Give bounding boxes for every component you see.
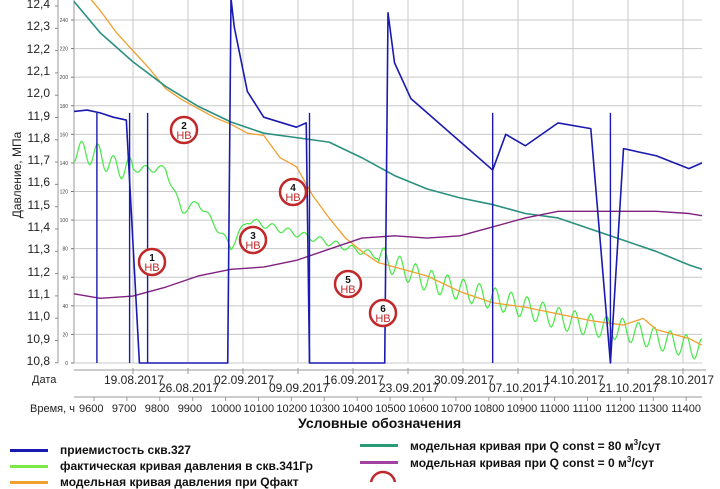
hour-tick-label: 11000	[539, 403, 570, 415]
hour-tick-label: 9800	[144, 403, 170, 415]
legend-marker-circle-icon	[369, 470, 397, 482]
svg-text:1: 1	[149, 253, 155, 264]
nv-marker-3: 3НВ	[238, 225, 268, 255]
hour-tick-label: 10900	[506, 403, 538, 415]
y-tick-label: 11,0	[27, 309, 50, 324]
nv-marker-1: 1НВ	[137, 247, 167, 277]
hour-tick-label: 10300	[309, 403, 340, 415]
date-row-label: Дата	[32, 374, 57, 386]
hour-tick-label: 9600	[79, 403, 104, 415]
hour-tick-label: 10500	[375, 403, 406, 415]
hour-tick-label: 10800	[473, 403, 505, 415]
svg-text:120: 120	[60, 190, 69, 196]
legend-item-injectivity: приемистость скв.327	[10, 443, 191, 457]
svg-text:2: 2	[181, 121, 187, 132]
y-tick-label: 10,9	[26, 331, 50, 346]
date-tick-label: 26.08.2017	[159, 381, 220, 395]
hour-tick-label: 11400	[671, 403, 701, 415]
hour-tick-label: 11200	[605, 403, 636, 415]
y-tick-label: 11,9	[27, 108, 50, 123]
legend-label: модельная кривая давления при Qфакт	[60, 475, 299, 489]
legend-label: фактическая кривая давления в скв.341Гр	[60, 459, 313, 473]
date-tick-label: 21.10.2017	[599, 381, 660, 395]
hour-tick-label: 10700	[440, 403, 472, 415]
svg-text:160: 160	[60, 132, 69, 138]
date-tick-label: 14.10.2017	[544, 373, 605, 387]
y-tick-label: 11,6	[27, 175, 50, 190]
y-tick-label: 10,8	[26, 353, 50, 368]
nv-marker-6: 6НВ	[368, 298, 398, 328]
hour-tick-label: 10600	[408, 403, 439, 415]
y-tick-label: 11,2	[27, 264, 50, 279]
svg-text:60: 60	[62, 275, 68, 281]
legend-item-model-q0: модельная кривая при Q const = 0 м3/сут	[360, 455, 654, 470]
svg-text:140: 140	[60, 161, 69, 167]
svg-text:НВ: НВ	[144, 262, 159, 274]
legend-label: модельная кривая при Q const = 0 м3/сут	[410, 455, 655, 470]
svg-text:220: 220	[60, 47, 69, 53]
legend-item-model-qfact: модельная кривая давления при Qфакт	[10, 475, 299, 489]
nv-marker-2: 2НВ	[169, 115, 199, 145]
date-tick-label: 16.09.2017	[324, 373, 385, 387]
hour-tick-label: 10400	[342, 403, 373, 415]
svg-text:180: 180	[60, 104, 69, 110]
y-tick-label: 11,8	[27, 130, 50, 145]
nv-marker-5: 5НВ	[333, 269, 363, 299]
svg-text:20: 20	[62, 332, 68, 338]
legend-label: приемистость скв.327	[60, 443, 191, 457]
legend-item-actual-pressure: фактическая кривая давления в скв.341Гр	[10, 459, 313, 473]
hour-tick-label: 10200	[276, 403, 307, 415]
y-tick-label: 12,4	[26, 0, 50, 11]
legend-swatch-orange	[10, 480, 48, 484]
y-tick-label: 12,3	[26, 19, 50, 34]
svg-text:200: 200	[60, 75, 69, 81]
svg-text:НВ: НВ	[285, 192, 300, 204]
svg-text:0: 0	[65, 361, 68, 367]
y-tick-label: 11,1	[27, 286, 50, 301]
y-tick-label: 11,5	[27, 197, 50, 212]
y-tick-label: 11,3	[27, 242, 50, 257]
hour-tick-label: 9700	[111, 403, 137, 415]
svg-text:40: 40	[62, 304, 68, 310]
date-tick-label: 30.09.2017	[434, 373, 495, 387]
svg-text:НВ: НВ	[340, 284, 355, 296]
svg-text:5: 5	[345, 275, 351, 286]
svg-text:НВ: НВ	[375, 313, 390, 325]
nv-marker-4: 4НВ	[278, 177, 308, 207]
legend-swatch-blue	[10, 448, 48, 452]
hour-tick-label: 11300	[638, 403, 669, 415]
svg-text:НВ: НВ	[176, 130, 191, 142]
y-tick-label: 12,2	[26, 41, 50, 56]
legend-swatch-green	[10, 464, 48, 468]
legend-title: Условные обозначения	[298, 415, 462, 431]
date-tick-label: 19.08.2017	[104, 373, 165, 387]
svg-text:240: 240	[60, 18, 69, 24]
svg-text:3: 3	[250, 231, 256, 242]
svg-text:4: 4	[290, 183, 296, 194]
hour-tick-label: 11100	[572, 403, 602, 415]
date-tick-label: 28.10.2017	[654, 373, 715, 387]
hour-tick-label: 9900	[177, 403, 203, 415]
legend-item-model-q80: модельная кривая при Q const = 80 м3/сут	[360, 438, 661, 453]
date-tick-label: 02.09.2017	[214, 373, 275, 387]
date-tick-label: 09.09.2017	[269, 381, 330, 395]
date-tick-label: 07.10.2017	[489, 381, 550, 395]
hour-tick-label: 10100	[243, 403, 275, 415]
y-tick-label: 11,4	[27, 220, 50, 234]
date-tick-label: 23.09.2017	[379, 381, 440, 395]
y-tick-label: 12,1	[26, 63, 50, 78]
svg-text:НВ: НВ	[245, 240, 260, 252]
svg-text:80: 80	[62, 247, 68, 253]
hour-row-label: Время, ч	[30, 403, 75, 415]
y-tick-label: 11,7	[27, 153, 50, 168]
legend-swatch-teal	[360, 444, 398, 447]
legend-label: модельная кривая при Q const = 80 м3/сут	[410, 438, 661, 453]
legend-swatch-purple	[360, 461, 398, 464]
svg-text:6: 6	[380, 304, 386, 315]
y-tick-label: 12,0	[26, 86, 50, 101]
svg-text:100: 100	[60, 218, 69, 224]
hour-tick-label: 10000	[210, 403, 242, 415]
